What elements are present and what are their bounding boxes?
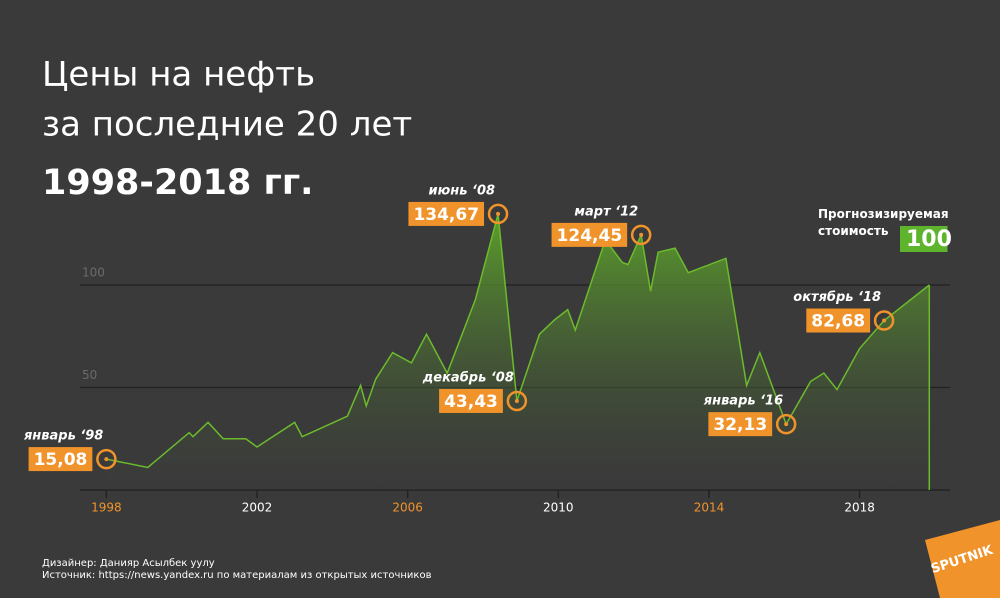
chart-title: Цены на нефть	[42, 55, 315, 95]
value-label: 124,45	[557, 226, 623, 246]
chart-title: за последние 20 лет	[42, 105, 412, 145]
designer: Дизайнер: Данияр Асылбек уулу	[42, 558, 215, 569]
marker-dot	[784, 422, 789, 427]
value-box	[708, 412, 773, 437]
x-tick-label: 2002	[242, 501, 273, 515]
value-label: 43,43	[444, 392, 498, 412]
marker	[775, 413, 797, 435]
date-label: октябрь ‘18	[793, 290, 881, 305]
area	[106, 213, 930, 490]
date-label: декабрь ‘08	[422, 370, 514, 385]
x-tick-label: 1998	[91, 501, 122, 515]
marker-dot	[496, 211, 501, 216]
y-tick-label: 100	[82, 266, 105, 280]
date-label: июнь ‘08	[429, 183, 496, 198]
value-box	[806, 308, 871, 333]
line	[106, 213, 930, 469]
x-tick-label: 2010	[543, 501, 574, 515]
marker-dot	[514, 398, 519, 403]
date-label: январь ‘98	[23, 429, 103, 444]
value-box	[900, 226, 948, 252]
chart-subtitle: 1998-2018 гг.	[42, 163, 313, 203]
x-tick-label: 2014	[694, 501, 725, 515]
value-box	[28, 447, 93, 472]
marker	[873, 310, 895, 331]
forecast-label: Прогнозизируемая стоимость	[818, 207, 949, 238]
value-box	[551, 222, 628, 247]
marker-dot	[104, 457, 109, 462]
source: Источник: https://news.yandex.ru по мате…	[42, 570, 432, 581]
date-label: январь ‘16	[703, 394, 783, 409]
value-box	[408, 201, 485, 226]
x-tick-label: 2006	[392, 501, 423, 515]
date-label: март ‘12	[574, 204, 638, 219]
marker	[630, 224, 652, 246]
value-label: 134,67	[413, 205, 479, 225]
value-box	[439, 388, 503, 413]
marker	[487, 203, 509, 225]
x-tick-label: 2018	[844, 501, 875, 515]
marker-dot	[882, 318, 887, 323]
value-label: 15,08	[34, 450, 88, 470]
value-label: 82,68	[811, 312, 865, 332]
marker	[506, 390, 528, 412]
y-tick-label: 50	[82, 368, 97, 382]
marker	[96, 448, 117, 470]
marker-dot	[639, 232, 644, 237]
logo-shape	[925, 520, 1000, 598]
value-label: 32,13	[713, 415, 767, 435]
value-label: 100	[906, 227, 952, 252]
